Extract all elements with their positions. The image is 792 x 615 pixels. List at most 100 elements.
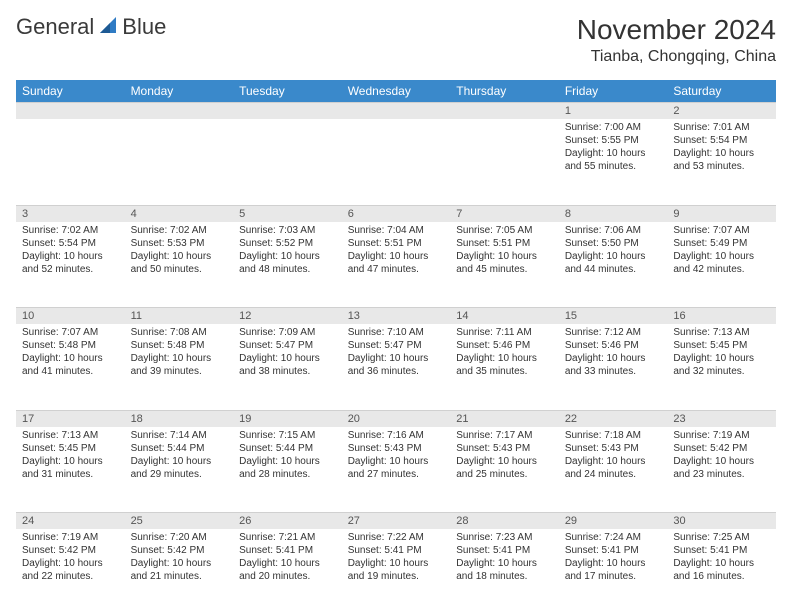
header: General Blue November 2024 Tianba, Chong… — [16, 14, 776, 66]
daylight-text: Daylight: 10 hours and 31 minutes. — [22, 455, 119, 481]
sunset-text: Sunset: 5:52 PM — [239, 237, 336, 250]
sunset-text: Sunset: 5:44 PM — [131, 442, 228, 455]
daylight-text: Daylight: 10 hours and 25 minutes. — [456, 455, 553, 481]
weekday-sun: Sunday — [16, 80, 125, 103]
sunset-text: Sunset: 5:54 PM — [673, 134, 770, 147]
daylight-text: Daylight: 10 hours and 39 minutes. — [131, 352, 228, 378]
day-number: 7 — [450, 205, 559, 222]
day-cell: Sunrise: 7:13 AMSunset: 5:45 PMDaylight:… — [667, 324, 776, 410]
day-number — [16, 103, 125, 120]
sunset-text: Sunset: 5:45 PM — [22, 442, 119, 455]
day-number: 27 — [342, 513, 451, 530]
day-cell: Sunrise: 7:08 AMSunset: 5:48 PMDaylight:… — [125, 324, 234, 410]
day-number: 3 — [16, 205, 125, 222]
sunrise-text: Sunrise: 7:01 AM — [673, 121, 770, 134]
sunrise-text: Sunrise: 7:02 AM — [131, 224, 228, 237]
sunrise-text: Sunrise: 7:13 AM — [22, 429, 119, 442]
sunset-text: Sunset: 5:48 PM — [22, 339, 119, 352]
daynum-row: 24252627282930 — [16, 513, 776, 530]
sunrise-text: Sunrise: 7:10 AM — [348, 326, 445, 339]
sunset-text: Sunset: 5:48 PM — [131, 339, 228, 352]
week-row: Sunrise: 7:02 AMSunset: 5:54 PMDaylight:… — [16, 222, 776, 308]
sunset-text: Sunset: 5:42 PM — [131, 544, 228, 557]
day-cell: Sunrise: 7:20 AMSunset: 5:42 PMDaylight:… — [125, 529, 234, 615]
sunset-text: Sunset: 5:41 PM — [673, 544, 770, 557]
daylight-text: Daylight: 10 hours and 35 minutes. — [456, 352, 553, 378]
week-row: Sunrise: 7:00 AMSunset: 5:55 PMDaylight:… — [16, 119, 776, 205]
daylight-text: Daylight: 10 hours and 36 minutes. — [348, 352, 445, 378]
day-number: 20 — [342, 410, 451, 427]
day-number: 18 — [125, 410, 234, 427]
day-cell: Sunrise: 7:04 AMSunset: 5:51 PMDaylight:… — [342, 222, 451, 308]
day-number: 15 — [559, 308, 668, 325]
day-cell — [16, 119, 125, 205]
day-cell: Sunrise: 7:06 AMSunset: 5:50 PMDaylight:… — [559, 222, 668, 308]
daylight-text: Daylight: 10 hours and 28 minutes. — [239, 455, 336, 481]
sunrise-text: Sunrise: 7:23 AM — [456, 531, 553, 544]
sunrise-text: Sunrise: 7:05 AM — [456, 224, 553, 237]
week-row: Sunrise: 7:13 AMSunset: 5:45 PMDaylight:… — [16, 427, 776, 513]
daylight-text: Daylight: 10 hours and 44 minutes. — [565, 250, 662, 276]
daynum-row: 3456789 — [16, 205, 776, 222]
sunrise-text: Sunrise: 7:07 AM — [673, 224, 770, 237]
daylight-text: Daylight: 10 hours and 21 minutes. — [131, 557, 228, 583]
day-cell — [450, 119, 559, 205]
daylight-text: Daylight: 10 hours and 48 minutes. — [239, 250, 336, 276]
day-number: 17 — [16, 410, 125, 427]
week-row: Sunrise: 7:19 AMSunset: 5:42 PMDaylight:… — [16, 529, 776, 615]
daylight-text: Daylight: 10 hours and 38 minutes. — [239, 352, 336, 378]
weekday-tue: Tuesday — [233, 80, 342, 103]
sunset-text: Sunset: 5:46 PM — [565, 339, 662, 352]
weekday-thu: Thursday — [450, 80, 559, 103]
day-number: 28 — [450, 513, 559, 530]
sunrise-text: Sunrise: 7:15 AM — [239, 429, 336, 442]
sunrise-text: Sunrise: 7:14 AM — [131, 429, 228, 442]
sunset-text: Sunset: 5:47 PM — [348, 339, 445, 352]
day-cell: Sunrise: 7:02 AMSunset: 5:54 PMDaylight:… — [16, 222, 125, 308]
day-number: 13 — [342, 308, 451, 325]
sunset-text: Sunset: 5:45 PM — [673, 339, 770, 352]
daylight-text: Daylight: 10 hours and 20 minutes. — [239, 557, 336, 583]
day-number: 16 — [667, 308, 776, 325]
daynum-row: 10111213141516 — [16, 308, 776, 325]
daylight-text: Daylight: 10 hours and 52 minutes. — [22, 250, 119, 276]
month-title: November 2024 — [577, 14, 776, 46]
day-number — [125, 103, 234, 120]
sunrise-text: Sunrise: 7:21 AM — [239, 531, 336, 544]
day-number: 14 — [450, 308, 559, 325]
daylight-text: Daylight: 10 hours and 33 minutes. — [565, 352, 662, 378]
sunrise-text: Sunrise: 7:12 AM — [565, 326, 662, 339]
week-row: Sunrise: 7:07 AMSunset: 5:48 PMDaylight:… — [16, 324, 776, 410]
day-number: 24 — [16, 513, 125, 530]
sunset-text: Sunset: 5:47 PM — [239, 339, 336, 352]
day-cell: Sunrise: 7:07 AMSunset: 5:49 PMDaylight:… — [667, 222, 776, 308]
day-cell: Sunrise: 7:01 AMSunset: 5:54 PMDaylight:… — [667, 119, 776, 205]
weekday-mon: Monday — [125, 80, 234, 103]
daylight-text: Daylight: 10 hours and 45 minutes. — [456, 250, 553, 276]
daylight-text: Daylight: 10 hours and 41 minutes. — [22, 352, 119, 378]
sunset-text: Sunset: 5:41 PM — [348, 544, 445, 557]
day-cell: Sunrise: 7:18 AMSunset: 5:43 PMDaylight:… — [559, 427, 668, 513]
day-number — [450, 103, 559, 120]
day-number: 8 — [559, 205, 668, 222]
day-cell: Sunrise: 7:10 AMSunset: 5:47 PMDaylight:… — [342, 324, 451, 410]
day-cell: Sunrise: 7:15 AMSunset: 5:44 PMDaylight:… — [233, 427, 342, 513]
day-number: 25 — [125, 513, 234, 530]
day-cell: Sunrise: 7:19 AMSunset: 5:42 PMDaylight:… — [667, 427, 776, 513]
day-cell — [125, 119, 234, 205]
day-number: 12 — [233, 308, 342, 325]
sunset-text: Sunset: 5:46 PM — [456, 339, 553, 352]
day-number — [233, 103, 342, 120]
daylight-text: Daylight: 10 hours and 55 minutes. — [565, 147, 662, 173]
day-cell: Sunrise: 7:11 AMSunset: 5:46 PMDaylight:… — [450, 324, 559, 410]
day-cell: Sunrise: 7:00 AMSunset: 5:55 PMDaylight:… — [559, 119, 668, 205]
daylight-text: Daylight: 10 hours and 22 minutes. — [22, 557, 119, 583]
sunset-text: Sunset: 5:42 PM — [22, 544, 119, 557]
daylight-text: Daylight: 10 hours and 16 minutes. — [673, 557, 770, 583]
sunset-text: Sunset: 5:54 PM — [22, 237, 119, 250]
day-cell: Sunrise: 7:17 AMSunset: 5:43 PMDaylight:… — [450, 427, 559, 513]
sunset-text: Sunset: 5:43 PM — [456, 442, 553, 455]
day-number: 22 — [559, 410, 668, 427]
sunrise-text: Sunrise: 7:18 AM — [565, 429, 662, 442]
sunrise-text: Sunrise: 7:09 AM — [239, 326, 336, 339]
